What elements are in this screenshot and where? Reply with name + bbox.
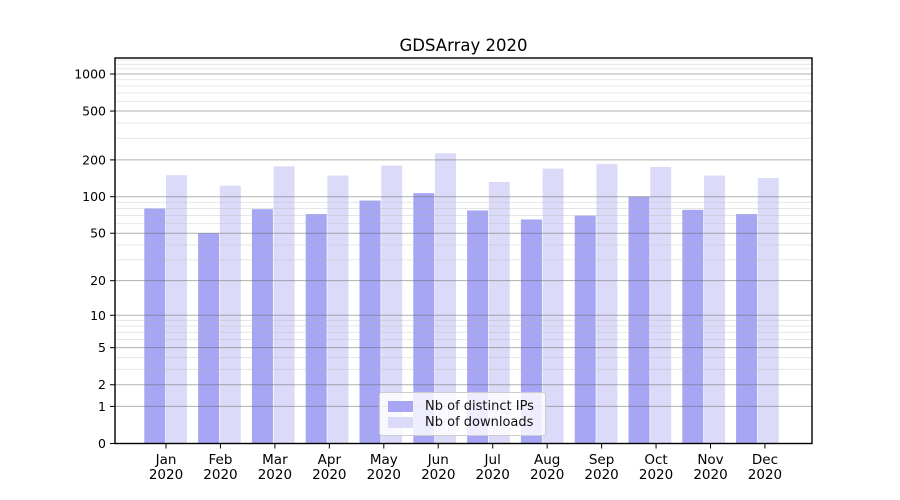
bar-distinct-ips-oct: [628, 196, 650, 444]
legend-item-distinct-ips: Nb of distinct IPs: [388, 399, 537, 414]
x-tick-label: Oct 2020: [639, 452, 673, 483]
bar-downloads-aug: [542, 168, 564, 444]
bar-distinct-ips-apr: [305, 214, 327, 444]
bar-downloads-jan: [166, 175, 187, 444]
bar-downloads-nov: [704, 175, 725, 444]
bar-downloads-feb: [219, 185, 241, 444]
y-tick-label: 200: [82, 152, 106, 167]
bar-downloads-oct: [650, 166, 672, 444]
bar-distinct-ips-may: [359, 200, 381, 444]
y-tick-label: 50: [90, 226, 106, 241]
y-tick-label: 5: [98, 340, 106, 355]
x-tick-label: Sep 2020: [584, 452, 618, 483]
bar-downloads-sep: [596, 164, 618, 444]
chart-title: GDSArray 2020: [399, 36, 528, 55]
x-tick-label: Feb 2020: [203, 452, 237, 483]
x-tick-label: Aug 2020: [530, 452, 564, 483]
y-tick-label: 100: [82, 189, 106, 204]
bar-distinct-ips-feb: [198, 233, 220, 444]
x-tick-label: Jan 2020: [149, 452, 183, 483]
bar-distinct-ips-jun: [413, 193, 435, 444]
bar-distinct-ips-dec: [736, 214, 758, 444]
bar-distinct-ips-sep: [574, 215, 596, 444]
legend-swatch-downloads: [388, 417, 413, 428]
bar-downloads-jul: [488, 181, 510, 444]
y-tick-label: 10: [90, 308, 106, 323]
plot-border: [114, 57, 813, 445]
bar-distinct-ips-jul: [467, 210, 489, 444]
y-tick-label: 2: [98, 377, 106, 392]
x-tick-label: Apr 2020: [312, 452, 346, 483]
x-tick-label: Dec 2020: [748, 452, 782, 483]
x-tick-label: Jul 2020: [476, 452, 510, 483]
legend: Nb of distinct IPs Nb of downloads: [379, 392, 546, 436]
x-tick-label: Mar 2020: [258, 452, 292, 483]
y-tick-label: 1000: [74, 67, 106, 82]
x-tick-label: Nov 2020: [693, 452, 727, 483]
y-tick-label: 0: [98, 436, 106, 451]
legend-label-downloads: Nb of downloads: [425, 415, 534, 430]
bar-downloads-dec: [757, 178, 779, 444]
bar-distinct-ips-aug: [520, 219, 542, 444]
bar-downloads-mar: [273, 166, 295, 444]
y-tick-label: 500: [82, 104, 106, 119]
x-tick-label: May 2020: [367, 452, 401, 483]
y-tick-label: 1: [98, 399, 106, 414]
y-tick-label: 20: [90, 273, 106, 288]
bar-downloads-apr: [327, 175, 349, 444]
x-tick-label: Jun 2020: [421, 452, 455, 483]
legend-item-downloads: Nb of downloads: [388, 415, 537, 430]
bar-downloads-may: [381, 165, 403, 444]
legend-label-distinct-ips: Nb of distinct IPs: [425, 399, 534, 414]
bar-downloads-jun: [435, 153, 456, 444]
legend-swatch-distinct-ips: [388, 401, 413, 412]
